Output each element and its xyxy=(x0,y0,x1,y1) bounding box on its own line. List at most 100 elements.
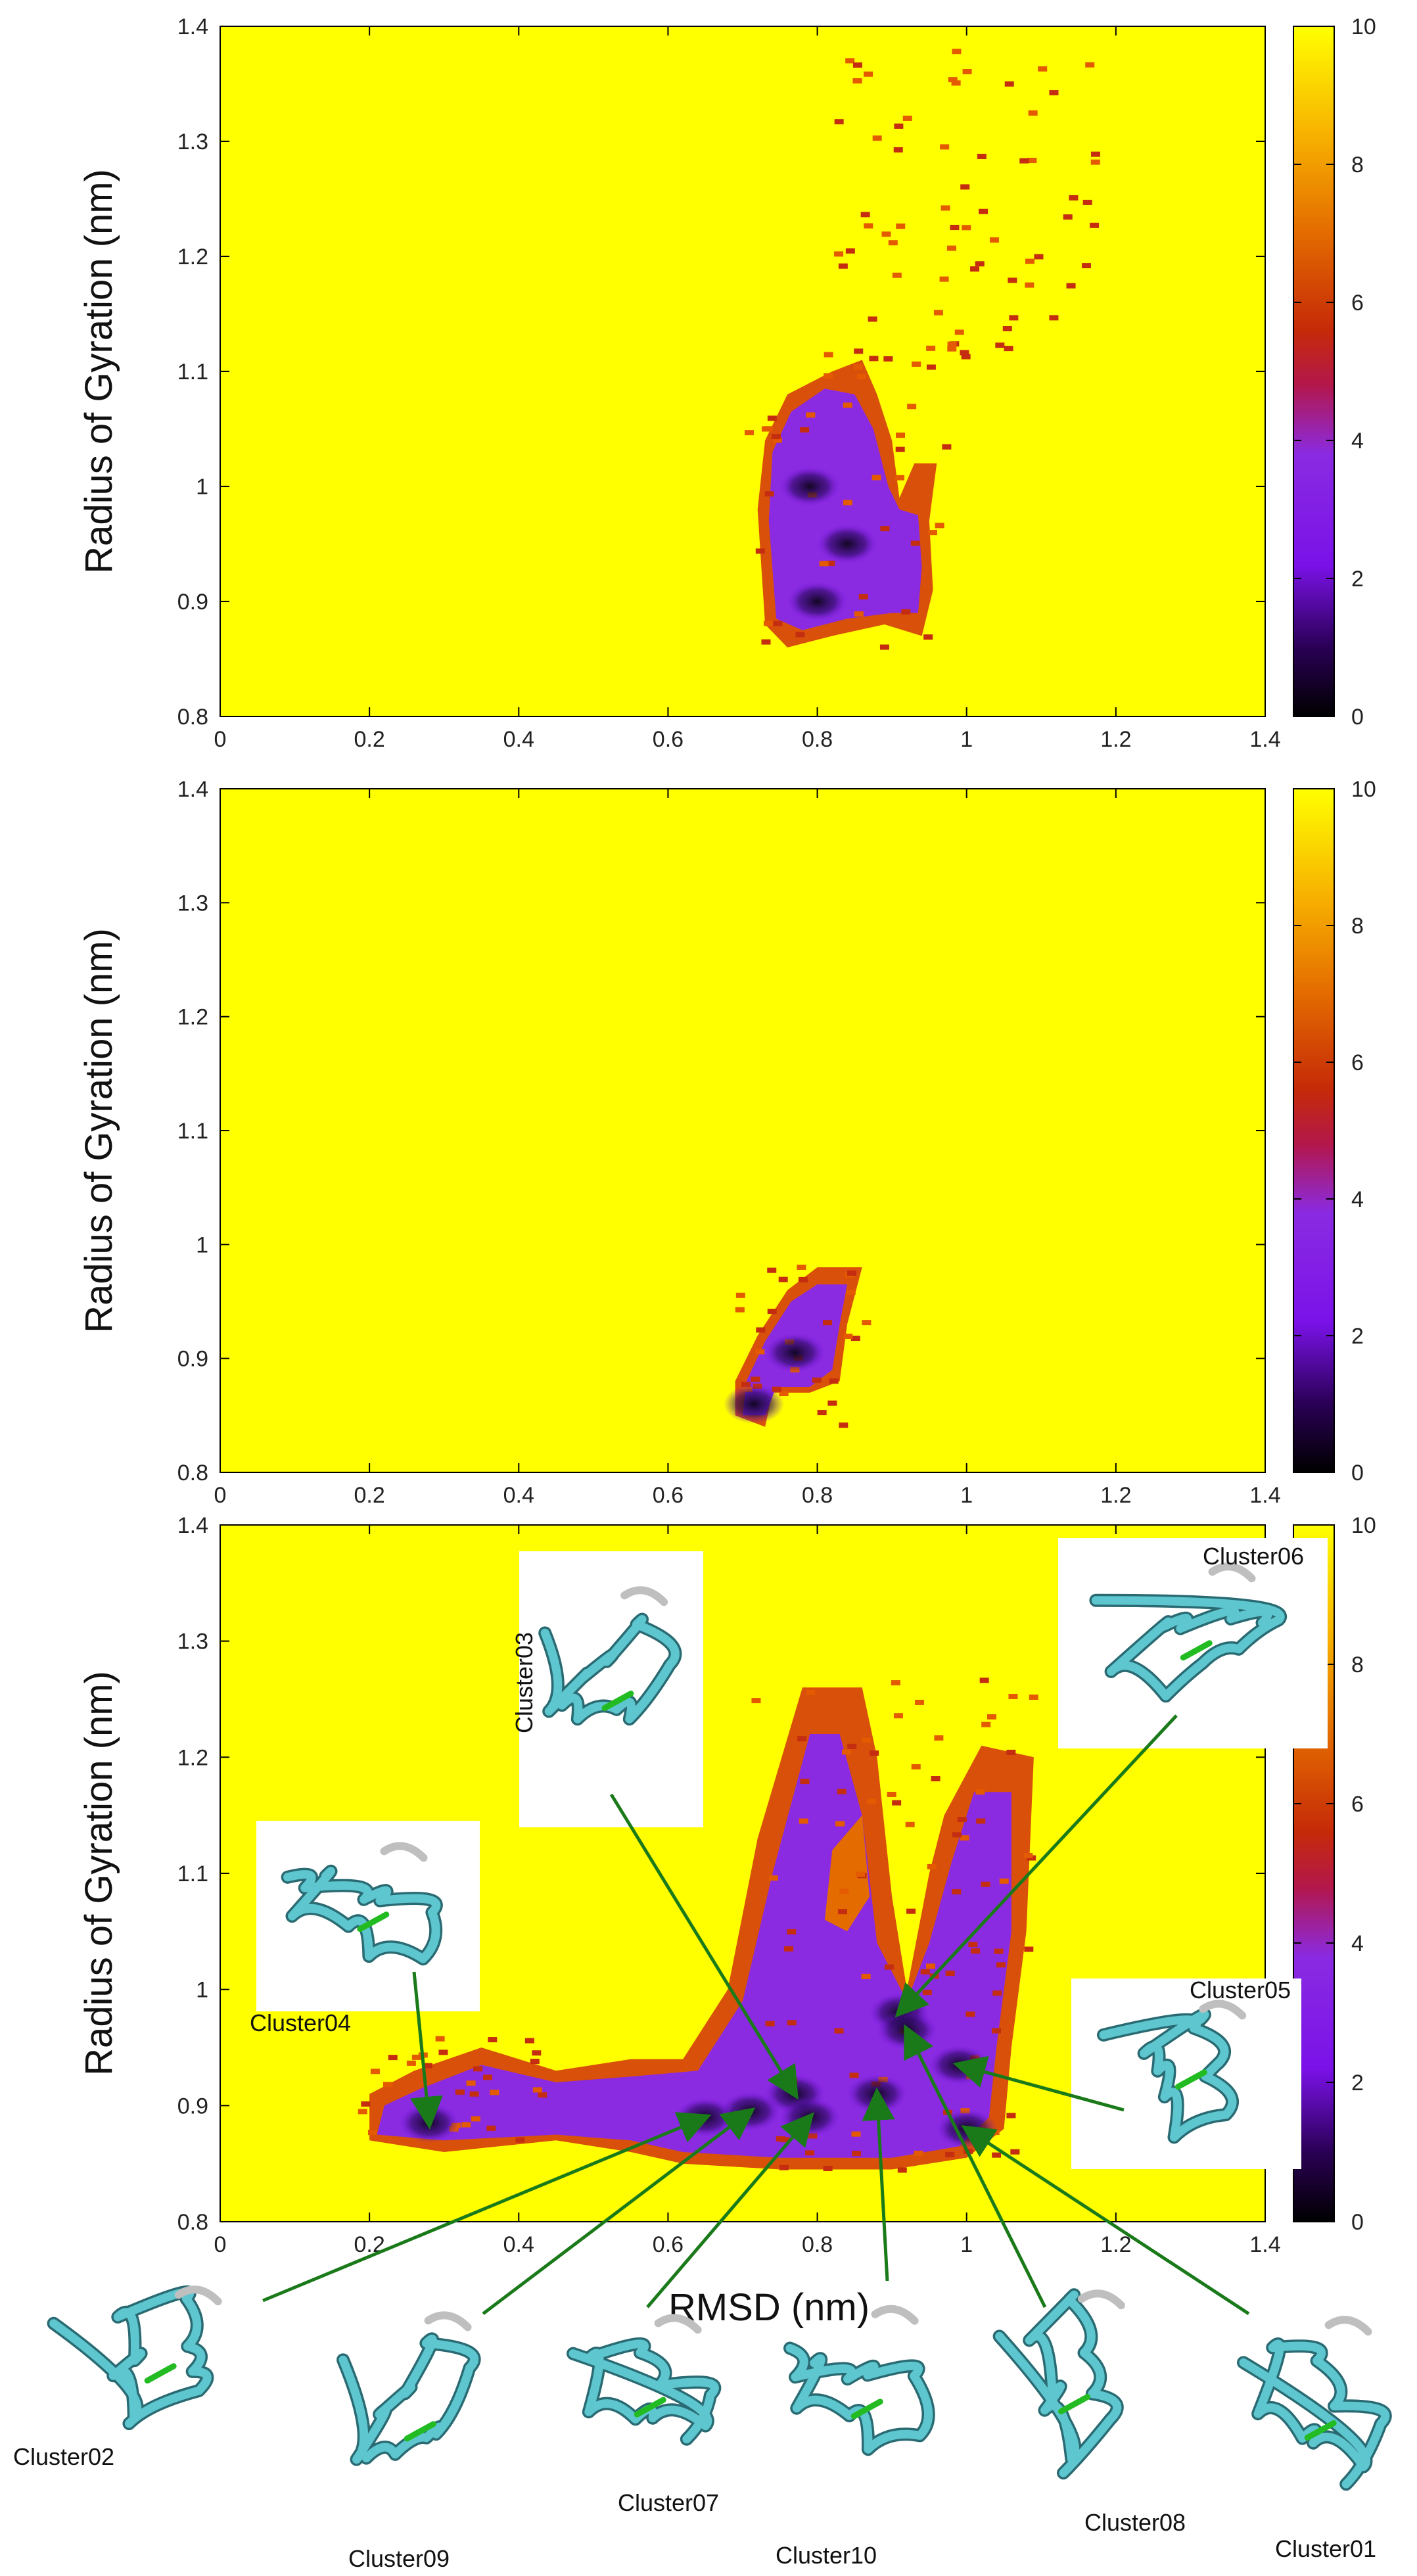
speckle xyxy=(471,2116,480,2122)
speckle xyxy=(806,412,816,418)
speckle xyxy=(530,2059,540,2065)
speckle xyxy=(910,540,920,546)
speckle xyxy=(839,1888,849,1894)
speckle xyxy=(892,1800,902,1806)
speckle xyxy=(1034,254,1044,260)
ribbon-terminus xyxy=(634,2397,666,2418)
speckle xyxy=(939,276,949,282)
speckle xyxy=(839,1422,848,1428)
speckle xyxy=(524,2038,534,2044)
heatmap-field xyxy=(358,1677,1038,2173)
speckle xyxy=(805,2150,815,2156)
ribbon-coil xyxy=(174,2285,222,2306)
cluster-arrow xyxy=(262,2112,712,2303)
basin-2 xyxy=(817,524,877,564)
y-tick-label: 1.3 xyxy=(177,129,208,154)
speckle xyxy=(861,1973,871,1979)
cluster-arrow xyxy=(646,2112,814,2308)
y-axis-label: Radius of Gyration (nm) xyxy=(78,1671,120,2076)
speckle xyxy=(947,341,957,347)
speckle xyxy=(992,1990,1002,1996)
speckle xyxy=(914,2150,923,2156)
speckle xyxy=(981,1721,991,1727)
speckle xyxy=(824,373,833,379)
speckle xyxy=(370,2069,380,2074)
x-tick-label: 0.8 xyxy=(802,2232,833,2257)
speckle xyxy=(847,1743,857,1749)
speckle xyxy=(756,1327,766,1333)
speckle xyxy=(961,354,971,360)
speckle xyxy=(532,2087,542,2093)
speckle xyxy=(952,1832,962,1838)
speckle xyxy=(829,1378,839,1384)
speckle xyxy=(761,639,771,645)
x-tick-label: 0.6 xyxy=(653,727,684,752)
speckle xyxy=(922,1990,932,1996)
y-tick-label: 0.9 xyxy=(177,2094,208,2119)
ribbon-coil xyxy=(1199,2000,1247,2020)
speckle xyxy=(893,1713,903,1719)
speckle xyxy=(388,2055,398,2061)
speckle xyxy=(817,1410,827,1416)
speckle xyxy=(862,1737,871,1743)
speckle xyxy=(847,1270,857,1276)
speckle xyxy=(819,561,829,567)
speckle xyxy=(945,1970,955,1976)
speckle xyxy=(1090,159,1100,165)
x-tick-label: 1.4 xyxy=(1249,1483,1280,1508)
speckle xyxy=(1019,158,1029,164)
speckle xyxy=(1004,81,1014,87)
speckle xyxy=(976,1818,986,1824)
x-tick-label: 1 xyxy=(960,1483,973,1508)
speckle xyxy=(979,1677,989,1683)
ribbon-terminus xyxy=(357,1911,390,1932)
speckle xyxy=(979,208,988,214)
speckle xyxy=(1081,263,1091,269)
panel-top: 0 0.2 0.4 0.6 0.8 1 1.2 1.4 0.8 0.9 1 1.1 1.2 1.3 1.4 R… xyxy=(78,14,1376,752)
speckle xyxy=(473,2066,483,2072)
speckle xyxy=(1038,66,1048,72)
cluster-label: Cluster04 xyxy=(250,2009,351,2036)
speckle xyxy=(834,2028,844,2034)
x-tick-label: 1 xyxy=(960,2232,973,2257)
ribbon-coil xyxy=(654,2314,702,2334)
speckle xyxy=(935,523,944,528)
colorbar-tick-label: 8 xyxy=(1351,152,1364,177)
protein-ribbon xyxy=(338,2334,478,2464)
speckle xyxy=(852,2151,862,2157)
speckle xyxy=(1027,158,1037,164)
y-tick-label: 1.2 xyxy=(177,1745,208,1770)
colorbar-tick-label: 10 xyxy=(1351,14,1376,39)
cluster-inset-cluster09: Cluster09 xyxy=(337,2107,756,2572)
y-axis-label: Radius of Gyration (nm) xyxy=(78,928,120,1333)
speckle xyxy=(1085,62,1095,68)
speckle xyxy=(852,78,862,83)
speckle xyxy=(981,1881,990,1887)
x-tick-label: 0 xyxy=(214,2232,227,2257)
speckle xyxy=(1025,282,1034,288)
speckle xyxy=(1049,315,1059,321)
x-tick-label: 1 xyxy=(960,727,973,752)
speckle xyxy=(871,475,881,480)
y-tick-label: 1 xyxy=(196,1978,208,2003)
x-tick-label: 0.4 xyxy=(503,1483,534,1508)
speckle xyxy=(846,1289,856,1295)
basin-1 xyxy=(787,582,848,621)
speckle xyxy=(915,1699,925,1705)
speckle xyxy=(971,1948,981,1954)
ribbon-coil xyxy=(620,1586,668,1606)
speckle xyxy=(823,1320,833,1326)
speckle xyxy=(858,594,868,599)
speckle xyxy=(767,1267,777,1273)
y-tick-label: 0.9 xyxy=(177,1347,208,1372)
speckle xyxy=(851,2131,861,2137)
cluster-arrow xyxy=(410,1971,443,2130)
speckle xyxy=(1029,1694,1038,1700)
speckle xyxy=(423,2063,432,2069)
speckle xyxy=(798,1276,808,1282)
speckle xyxy=(765,2021,775,2026)
speckle xyxy=(825,560,835,566)
speckle xyxy=(947,245,957,251)
speckle xyxy=(952,49,962,55)
cluster-arrow xyxy=(609,1793,799,2100)
